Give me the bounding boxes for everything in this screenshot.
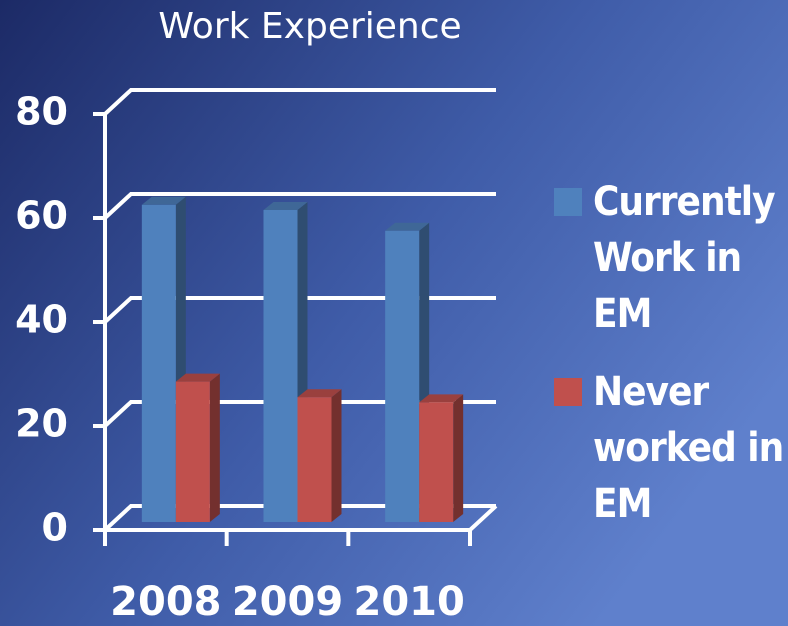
y-tick-label: 20 [15,402,68,446]
grid-line [103,88,496,116]
bar [419,402,454,522]
bar-side [209,373,220,522]
x-tick-label: 2009 [232,579,343,625]
y-tick-label: 40 [15,298,68,342]
bar-side [453,394,464,522]
grid-line [103,192,496,220]
bar [141,204,176,523]
bar-top [419,394,464,403]
legend-swatch [554,378,582,406]
bar-side [331,389,342,522]
bar-top [297,389,342,398]
bar [263,210,298,522]
legend-swatch [554,188,582,216]
grid-line [103,296,496,324]
legend-label: Currently Work in EM [593,179,776,337]
bar-top [141,196,186,205]
y-tick-label: 80 [15,90,68,134]
grid-line [103,400,496,428]
bar [385,230,420,523]
bar-top [263,202,308,210]
chart-title: Work Experience [158,6,461,47]
x-tick-label: 2010 [354,579,465,625]
legend-label: Never worked in EM [593,369,784,527]
bar [175,381,210,522]
bar [297,397,332,522]
bar-top [175,373,220,382]
bar-top [385,222,430,231]
grid-line [103,504,496,532]
y-tick-label: 60 [15,194,68,238]
x-tick-label: 2008 [110,579,221,625]
y-tick-label: 0 [42,506,68,550]
